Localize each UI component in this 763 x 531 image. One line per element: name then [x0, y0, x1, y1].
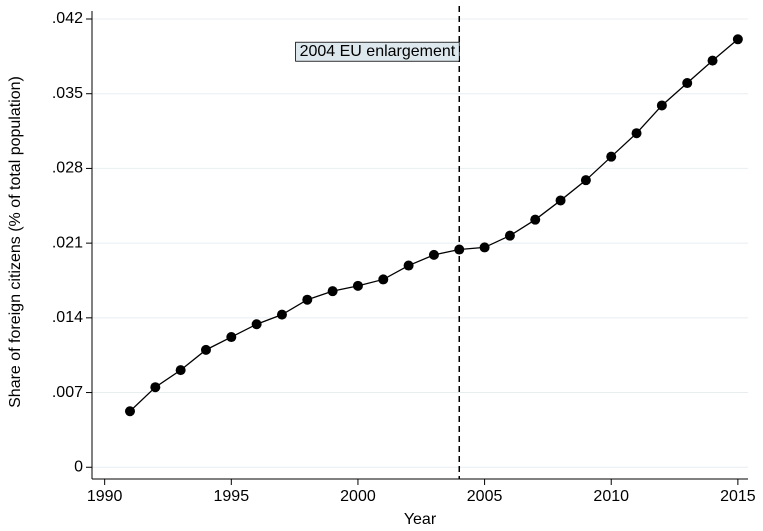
point: [302, 294, 313, 305]
x-tick-label: 1990: [87, 488, 123, 505]
x-tick-label: 2010: [593, 488, 629, 505]
y-tick-label: .021: [52, 234, 83, 251]
point: [327, 286, 338, 297]
point: [124, 406, 135, 417]
x-tick-label: 2015: [720, 488, 756, 505]
x-axis-label: Year: [404, 511, 437, 528]
y-tick-label: 0: [74, 458, 83, 475]
point: [352, 280, 363, 291]
x-tick-label: 1995: [214, 488, 250, 505]
point: [479, 242, 490, 253]
point: [378, 274, 389, 285]
y-axis-label: Share of foreign citizens (% of total po…: [7, 76, 24, 408]
point: [226, 332, 237, 343]
point: [606, 151, 617, 162]
point: [454, 244, 465, 255]
point: [631, 128, 642, 139]
y-tick-label: .042: [52, 10, 83, 27]
point: [530, 214, 541, 225]
x-tick-label: 2000: [340, 488, 376, 505]
y-tick-label: .035: [52, 85, 83, 102]
point: [403, 260, 414, 271]
y-tick-label: .007: [52, 384, 83, 401]
point: [656, 100, 667, 111]
point: [555, 195, 566, 206]
x-tick-label: 2005: [467, 488, 503, 505]
annotation: 2004 EU enlargement: [300, 43, 456, 60]
point: [276, 309, 287, 320]
point: [251, 319, 262, 330]
point: [200, 344, 211, 355]
y-tick-label: .014: [52, 309, 83, 326]
y-tick-label: .028: [52, 160, 83, 177]
point: [175, 365, 186, 376]
line: [129, 38, 739, 412]
point: [707, 55, 718, 66]
point: [732, 34, 743, 45]
point: [504, 230, 515, 241]
annotation-box: [295, 41, 460, 62]
point: [580, 175, 591, 186]
point: [682, 78, 693, 89]
point: [428, 249, 439, 260]
point: [150, 382, 161, 393]
